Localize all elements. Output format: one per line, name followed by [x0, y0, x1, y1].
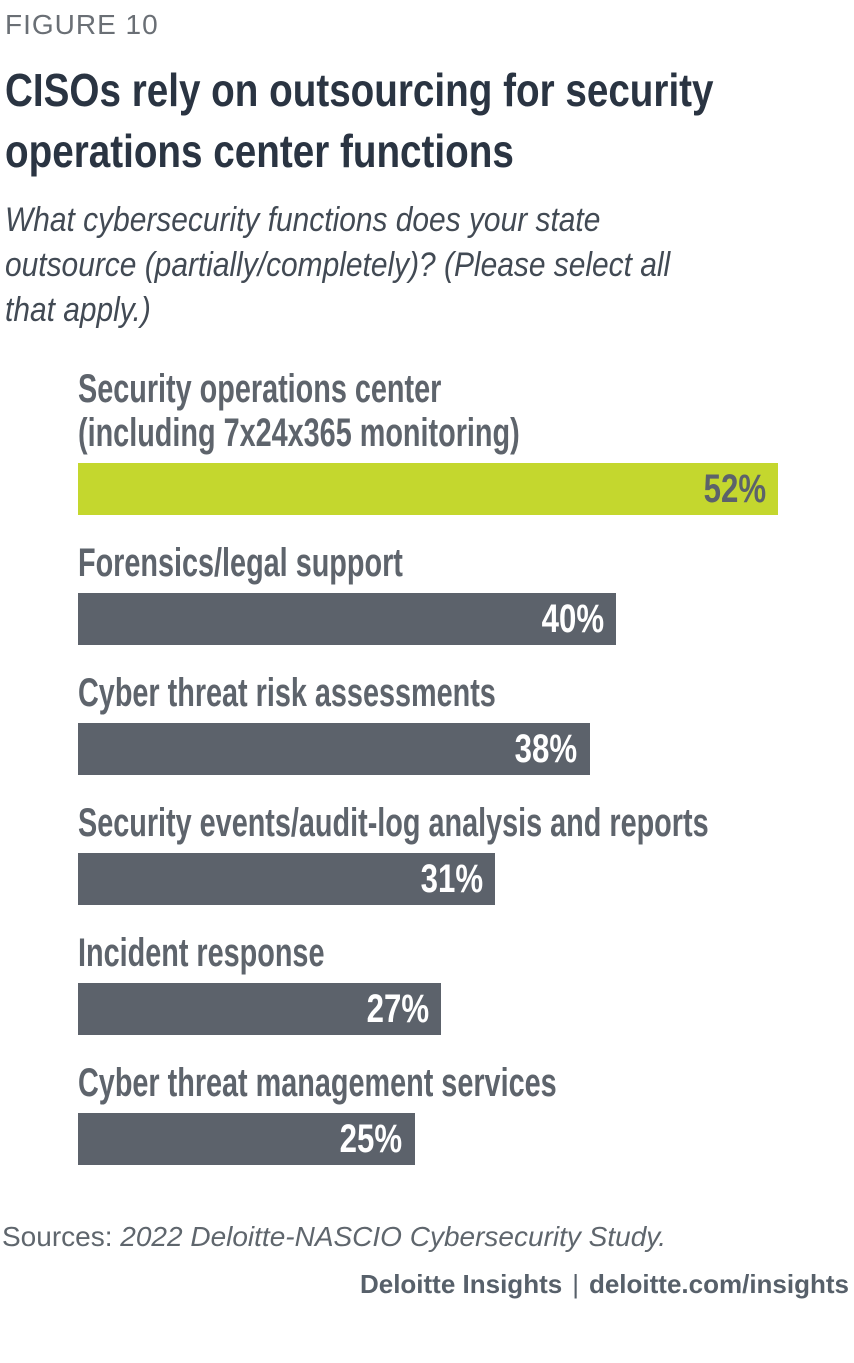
bar-row: Cyber threat management services 25%	[78, 1061, 849, 1165]
chart-title: CISOs rely on outsourcing for security o…	[5, 64, 714, 177]
bar-category-label: Forensics/legal support	[78, 541, 403, 585]
bar: 25%	[78, 1113, 415, 1165]
bar-category-label: Security events/audit-log analysis and r…	[78, 801, 709, 845]
bar-value-label: 31%	[420, 856, 484, 901]
bar-track: 52%	[78, 463, 778, 515]
bar-category-label: Security operations center (including 7x…	[78, 367, 520, 455]
sources-prefix: Sources:	[2, 1221, 121, 1252]
bar-track: 40%	[78, 593, 778, 645]
bar-track: 25%	[78, 1113, 778, 1165]
bar-track: 31%	[78, 853, 778, 905]
bar-category-label: Cyber threat management services	[78, 1061, 557, 1105]
bar: 27%	[78, 983, 442, 1035]
bar-row: Forensics/legal support 40%	[78, 541, 849, 645]
chart-subtitle-question: What cybersecurity functions does your s…	[5, 201, 671, 329]
deloitte-insights-link[interactable]: deloitte.com/insights	[588, 1269, 849, 1299]
bar-category-label: Incident response	[78, 931, 325, 975]
deloitte-insights-brand: Deloitte Insights	[359, 1269, 563, 1299]
bar-chart: Security operations center (including 7x…	[78, 367, 849, 1165]
bar: 52%	[78, 463, 778, 515]
bar: 40%	[78, 593, 617, 645]
bar-row: Security operations center (including 7x…	[78, 367, 849, 515]
footer-brand-line: Deloitte Insights | deloitte.com/insights	[5, 1267, 849, 1301]
bar-value-label: 52%	[703, 466, 766, 511]
sources-citation: 2022 Deloitte-NASCIO Cybersecurity Study…	[120, 1221, 666, 1252]
figure-number-label: FIGURE 10	[5, 9, 159, 40]
bar-row: Incident response 27%	[78, 931, 849, 1035]
bar-category-label: Cyber threat risk assessments	[78, 671, 496, 715]
sources-line: Sources: 2022 Deloitte-NASCIO Cybersecur…	[2, 1219, 849, 1255]
bar: 38%	[78, 723, 590, 775]
bar-track: 38%	[78, 723, 778, 775]
bar-row: Security events/audit-log analysis and r…	[78, 801, 849, 905]
brand-separator: |	[572, 1269, 579, 1299]
bar-track: 27%	[78, 983, 778, 1035]
bar-value-label: 40%	[542, 596, 605, 641]
bar: 31%	[78, 853, 496, 905]
bar-value-label: 38%	[515, 726, 578, 771]
bar-row: Cyber threat risk assessments 38%	[78, 671, 849, 775]
bar-value-label: 27%	[367, 986, 430, 1031]
bar-value-label: 25%	[340, 1116, 403, 1161]
